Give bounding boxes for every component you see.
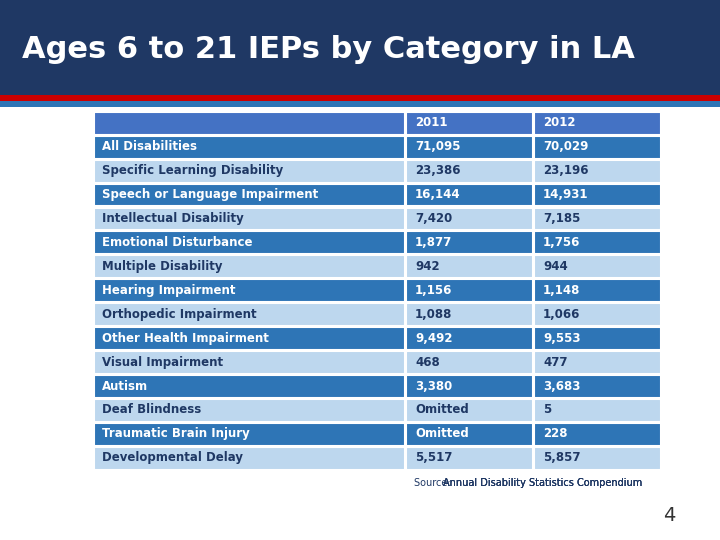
Text: 14,931: 14,931	[543, 188, 588, 201]
Text: 228: 228	[543, 427, 567, 441]
Text: 9,492: 9,492	[415, 332, 453, 345]
Text: Autism: Autism	[102, 380, 148, 393]
Text: 16,144: 16,144	[415, 188, 461, 201]
Text: Speech or Language Impairment: Speech or Language Impairment	[102, 188, 318, 201]
Text: 468: 468	[415, 355, 440, 369]
Text: 3,380: 3,380	[415, 380, 452, 393]
Text: Hearing Impairment: Hearing Impairment	[102, 284, 235, 297]
Text: 1,156: 1,156	[415, 284, 452, 297]
Text: Multiple Disability: Multiple Disability	[102, 260, 222, 273]
Text: Intellectual Disability: Intellectual Disability	[102, 212, 244, 225]
Text: 7,185: 7,185	[543, 212, 580, 225]
Text: Traumatic Brain Injury: Traumatic Brain Injury	[102, 427, 250, 441]
Text: Specific Learning Disability: Specific Learning Disability	[102, 164, 284, 177]
Text: Omitted: Omitted	[415, 403, 469, 416]
Text: 2011: 2011	[415, 116, 448, 129]
Text: Other Health Impairment: Other Health Impairment	[102, 332, 269, 345]
Text: Annual Disability Statistics Compendium: Annual Disability Statistics Compendium	[443, 478, 642, 488]
Text: Visual Impairment: Visual Impairment	[102, 355, 223, 369]
Text: 5,517: 5,517	[415, 451, 452, 464]
Text: Omitted: Omitted	[415, 427, 469, 441]
Text: 71,095: 71,095	[415, 140, 461, 153]
Text: 1,148: 1,148	[543, 284, 580, 297]
Text: 23,196: 23,196	[543, 164, 588, 177]
Text: Annual Disability Statistics Compendium: Annual Disability Statistics Compendium	[443, 478, 642, 488]
Text: Annual Disability Statistics Compendium: Annual Disability Statistics Compendium	[443, 478, 642, 488]
Text: 5,857: 5,857	[543, 451, 580, 464]
Text: 1,088: 1,088	[415, 308, 452, 321]
Text: 5: 5	[543, 403, 552, 416]
Text: 942: 942	[415, 260, 440, 273]
Text: 3,683: 3,683	[543, 380, 580, 393]
Text: 9,553: 9,553	[543, 332, 580, 345]
Text: 1,877: 1,877	[415, 236, 452, 249]
Text: 1,066: 1,066	[543, 308, 580, 321]
Text: Emotional Disturbance: Emotional Disturbance	[102, 236, 253, 249]
Text: 1,756: 1,756	[543, 236, 580, 249]
Text: 70,029: 70,029	[543, 140, 588, 153]
Text: 944: 944	[543, 260, 568, 273]
Text: All Disabilities: All Disabilities	[102, 140, 197, 153]
Text: Orthopedic Impairment: Orthopedic Impairment	[102, 308, 257, 321]
Text: 23,386: 23,386	[415, 164, 461, 177]
Text: Ages 6 to 21 IEPs by Category in LA: Ages 6 to 21 IEPs by Category in LA	[22, 36, 634, 64]
Text: Developmental Delay: Developmental Delay	[102, 451, 243, 464]
Text: 2012: 2012	[543, 116, 575, 129]
Text: 7,420: 7,420	[415, 212, 452, 225]
Text: Source:: Source:	[414, 478, 454, 488]
Text: Deaf Blindness: Deaf Blindness	[102, 403, 202, 416]
Text: 477: 477	[543, 355, 567, 369]
Text: 4: 4	[663, 506, 676, 525]
